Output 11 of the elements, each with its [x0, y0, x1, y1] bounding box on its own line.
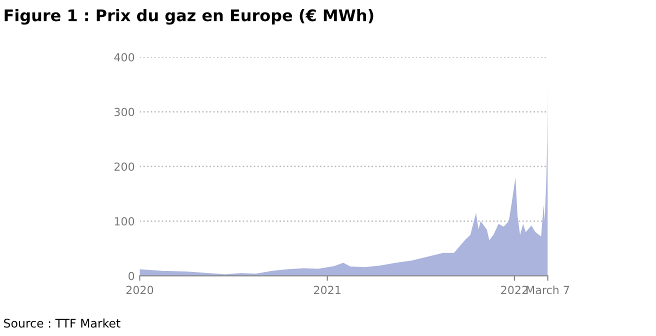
y-tick-label: 200 [114, 162, 134, 171]
x-tick-label: March 7 [526, 286, 570, 294]
y-tick-label: 100 [114, 217, 134, 226]
x-tick-label: 2022 [501, 286, 528, 294]
x-tick-label: 2020 [126, 286, 154, 294]
chart-title: Figure 1 : Prix du gaz en Europe (€ MWh) [4, 9, 374, 25]
y-tick-label: 0 [128, 272, 134, 280]
y-tick-label: 300 [114, 108, 134, 116]
y-tick-label: 400 [114, 53, 134, 62]
source-note: Source : TTF Market [4, 318, 120, 328]
x-tick-label: 2021 [314, 286, 340, 294]
